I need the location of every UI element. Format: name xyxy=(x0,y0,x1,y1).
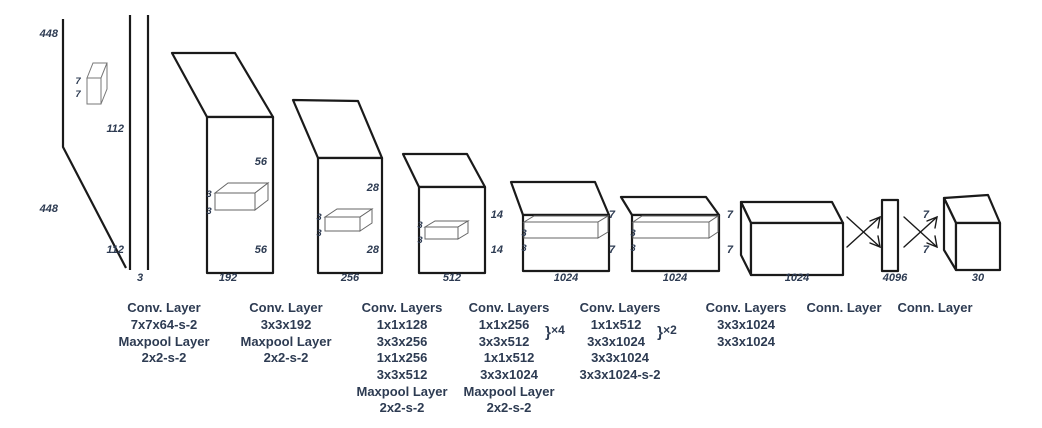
svg-text:2x2-s-2: 2x2-s-2 xyxy=(487,400,532,415)
svg-text:Conv. Layers: Conv. Layers xyxy=(580,300,661,315)
svg-text:7: 7 xyxy=(75,89,81,100)
svg-text:112: 112 xyxy=(106,123,124,135)
svg-text:7: 7 xyxy=(609,244,616,256)
svg-text:3x3x1024: 3x3x1024 xyxy=(587,334,646,349)
svg-text:Conv. Layers: Conv. Layers xyxy=(469,300,550,315)
svg-text:7: 7 xyxy=(609,209,616,221)
svg-text:Maxpool Layer: Maxpool Layer xyxy=(463,384,554,399)
svg-text:448: 448 xyxy=(39,28,59,40)
svg-text:Conv. Layers: Conv. Layers xyxy=(706,300,787,315)
svg-text:3x3x256: 3x3x256 xyxy=(377,334,428,349)
svg-text:28: 28 xyxy=(366,244,380,256)
svg-text:3: 3 xyxy=(316,212,322,223)
svg-text:112: 112 xyxy=(106,244,124,256)
svg-text:4096: 4096 xyxy=(882,272,908,284)
svg-text:7: 7 xyxy=(75,76,81,87)
svg-text:1024: 1024 xyxy=(663,272,687,284)
svg-text:7: 7 xyxy=(923,244,930,256)
svg-text:1024: 1024 xyxy=(785,272,809,284)
svg-text:Conv. Layers: Conv. Layers xyxy=(362,300,443,315)
svg-text:1x1x512: 1x1x512 xyxy=(484,350,535,365)
svg-text:Maxpool Layer: Maxpool Layer xyxy=(118,334,209,349)
svg-text:3: 3 xyxy=(206,206,212,217)
svg-text:Maxpool Layer: Maxpool Layer xyxy=(240,334,331,349)
svg-text:7: 7 xyxy=(727,244,734,256)
svg-text:1x1x128: 1x1x128 xyxy=(377,317,428,332)
svg-text:Maxpool Layer: Maxpool Layer xyxy=(356,384,447,399)
svg-text:192: 192 xyxy=(219,272,237,284)
svg-text:7: 7 xyxy=(727,209,734,221)
svg-text:30: 30 xyxy=(972,272,985,284)
svg-text:3x3x192: 3x3x192 xyxy=(261,317,312,332)
svg-text:512: 512 xyxy=(443,272,461,284)
svg-text:2x2-s-2: 2x2-s-2 xyxy=(142,350,187,365)
svg-text:3x3x1024: 3x3x1024 xyxy=(480,367,539,382)
svg-text:1024: 1024 xyxy=(554,272,578,284)
svg-text:2x2-s-2: 2x2-s-2 xyxy=(264,350,309,365)
svg-text:Conn. Layer: Conn. Layer xyxy=(897,300,972,315)
svg-text:×2: ×2 xyxy=(663,323,677,337)
svg-text:256: 256 xyxy=(340,272,360,284)
svg-text:3: 3 xyxy=(417,235,423,246)
svg-text:Conn. Layer: Conn. Layer xyxy=(806,300,881,315)
svg-text:14: 14 xyxy=(491,244,503,256)
svg-text:Conv. Layer: Conv. Layer xyxy=(249,300,322,315)
svg-text:448: 448 xyxy=(39,203,59,215)
svg-text:56: 56 xyxy=(255,156,268,168)
svg-text:Conv. Layer: Conv. Layer xyxy=(127,300,200,315)
svg-text:3x3x1024: 3x3x1024 xyxy=(717,317,776,332)
svg-text:1x1x512: 1x1x512 xyxy=(591,317,642,332)
svg-text:3x3x512: 3x3x512 xyxy=(479,334,530,349)
svg-text:3x3x1024-s-2: 3x3x1024-s-2 xyxy=(580,367,661,382)
svg-text:3: 3 xyxy=(521,228,527,239)
svg-text:1x1x256: 1x1x256 xyxy=(377,350,428,365)
svg-text:2x2-s-2: 2x2-s-2 xyxy=(380,400,425,415)
svg-text:3: 3 xyxy=(630,243,636,254)
svg-text:3: 3 xyxy=(316,228,322,239)
svg-text:3: 3 xyxy=(417,220,423,231)
svg-text:3x3x1024: 3x3x1024 xyxy=(591,350,650,365)
svg-text:14: 14 xyxy=(491,209,503,221)
svg-text:3x3x512: 3x3x512 xyxy=(377,367,428,382)
svg-text:1x1x256: 1x1x256 xyxy=(479,317,530,332)
svg-text:7x7x64-s-2: 7x7x64-s-2 xyxy=(131,317,198,332)
svg-text:3: 3 xyxy=(521,243,527,254)
svg-text:3: 3 xyxy=(137,272,143,284)
svg-text:3: 3 xyxy=(630,228,636,239)
svg-text:×4: ×4 xyxy=(551,323,565,337)
svg-text:28: 28 xyxy=(366,182,380,194)
svg-text:3: 3 xyxy=(206,189,212,200)
svg-text:56: 56 xyxy=(255,244,268,256)
svg-text:3x3x1024: 3x3x1024 xyxy=(717,334,776,349)
svg-text:7: 7 xyxy=(923,209,930,221)
